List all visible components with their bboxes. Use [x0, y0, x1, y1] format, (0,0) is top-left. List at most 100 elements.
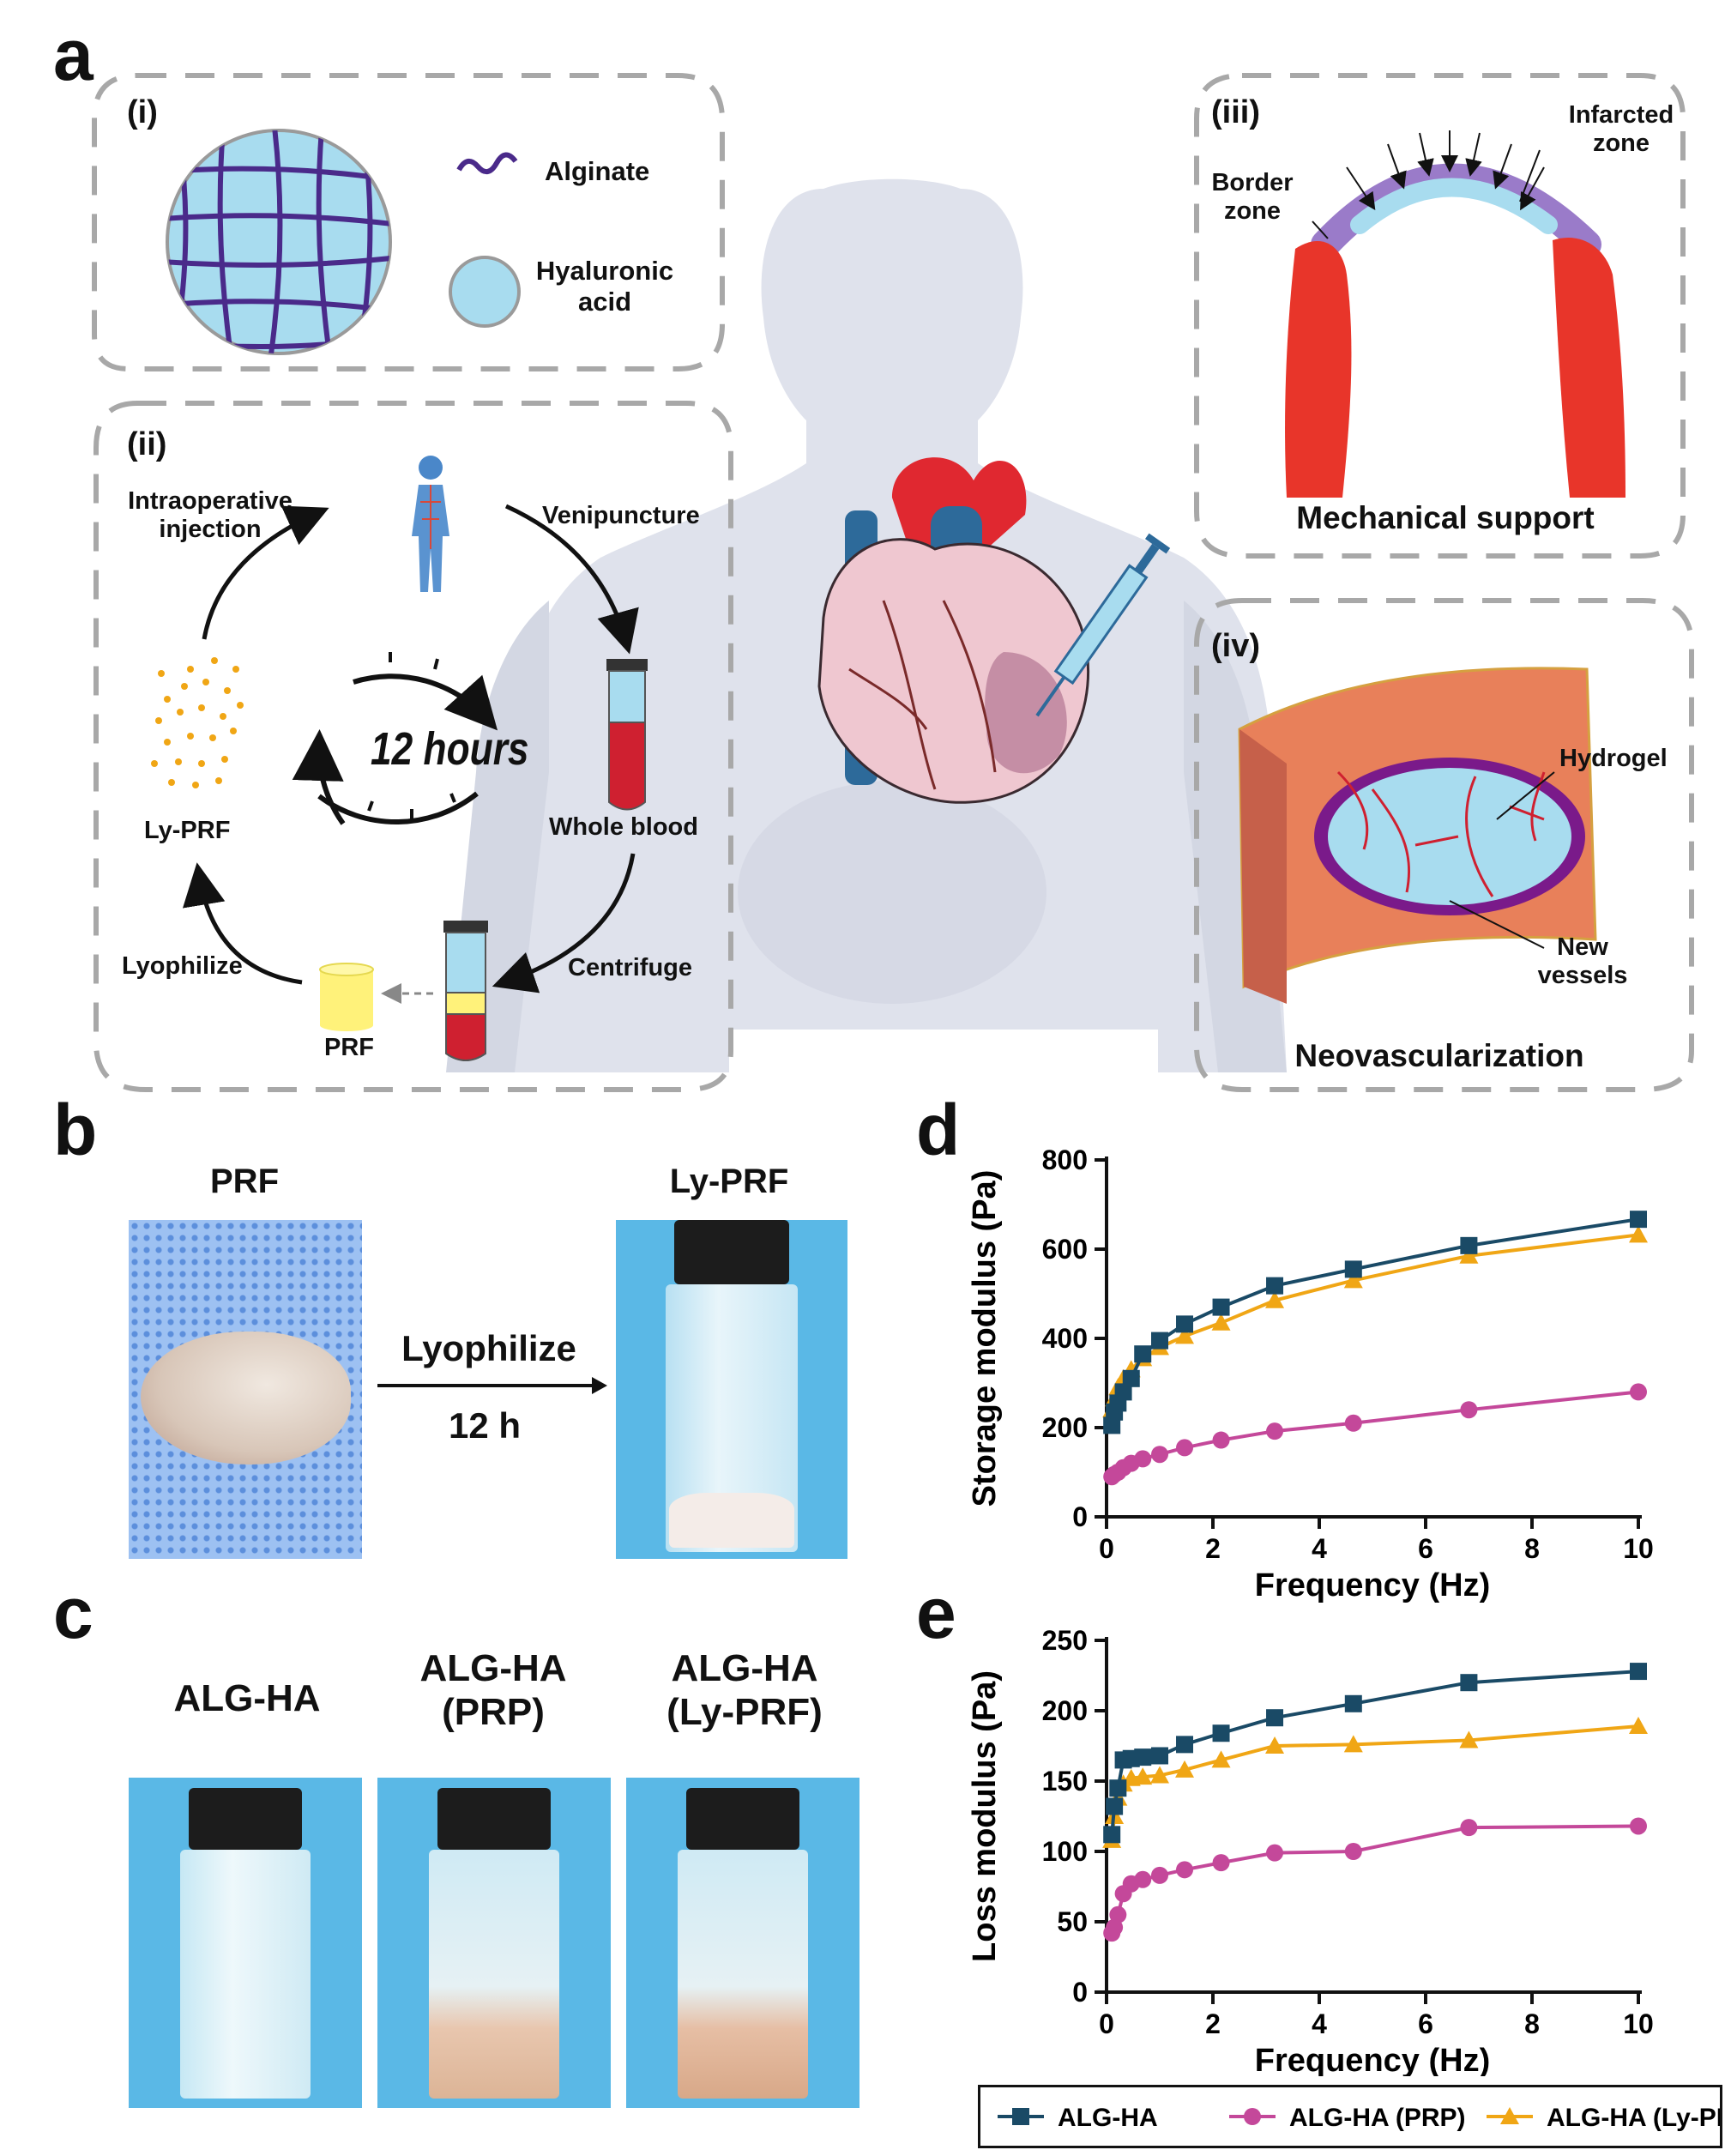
- data-point: [1459, 1730, 1479, 1748]
- vial-body: [678, 1850, 808, 2099]
- x-tick-label: 8: [1524, 1533, 1540, 1564]
- label-border-zone: Border zone: [1211, 169, 1294, 225]
- data-point: [1266, 1844, 1284, 1862]
- x-axis-label: Frequency (Hz): [1255, 2043, 1490, 2076]
- data-point: [1460, 1674, 1478, 1692]
- blue-circle-icon: [449, 256, 521, 328]
- chart-loss-modulus: 0 50 100 150 200 250 0 2 4 6 8 10 Frequency (Hz) Loss…: [969, 1625, 1654, 2076]
- step-ly-prf: Ly-PRF: [144, 817, 231, 844]
- y-axis-label: Storage modulus (Pa): [969, 1170, 1003, 1507]
- vial-body: [180, 1850, 311, 2099]
- tissue-block-illustration: [1238, 667, 1597, 1004]
- data-point: [1460, 1401, 1478, 1419]
- photo-title-alg-ha-prp: ALG-HA (PRP): [419, 1647, 567, 1733]
- data-point: [1265, 1736, 1285, 1754]
- hydrogel-network-circle: [166, 129, 392, 355]
- data-point: [1212, 1724, 1230, 1742]
- schematic-artwork: [92, 73, 1694, 1092]
- photo-prf-clot: [129, 1220, 362, 1559]
- arrow-venipuncture: [504, 504, 639, 655]
- data-point: [1460, 1819, 1478, 1837]
- tag-ii: (ii): [127, 426, 167, 462]
- data-point: [1266, 1422, 1284, 1440]
- legend-label: ALG-HA: [1058, 2104, 1158, 2132]
- x-tick-label: 0: [1099, 2008, 1114, 2039]
- clock-arc-icon: [292, 652, 498, 825]
- vial-cap: [189, 1788, 302, 1850]
- vial-powder: [669, 1493, 794, 1548]
- chart-legend: ALG-HA ALG-HA (PRP) ALG-HA (Ly-PRF): [978, 2085, 1731, 2148]
- prf-clot-shape: [141, 1332, 351, 1465]
- x-tick-label: 0: [1099, 1533, 1114, 1564]
- y-tick-label: 250: [1042, 1625, 1088, 1656]
- photo-ly-prf-vial: [616, 1220, 847, 1559]
- data-point: [1176, 1861, 1194, 1879]
- legend-label: ALG-HA (PRP): [1289, 2104, 1466, 2132]
- panel-label-d: d: [916, 1090, 961, 1170]
- x-tick-label: 2: [1205, 1533, 1221, 1564]
- caption-mechanical-support: Mechanical support: [1296, 500, 1595, 535]
- x-tick-label: 4: [1312, 2008, 1327, 2039]
- data-point: [1212, 1854, 1230, 1872]
- data-point: [1344, 1414, 1362, 1432]
- data-point: [1151, 1332, 1168, 1350]
- data-point: [1459, 1246, 1479, 1264]
- photo-title-alg-ha: ALG-HA: [173, 1677, 321, 1719]
- legend-entry: ALG-HA (PRP): [1229, 2104, 1466, 2132]
- data-point: [1460, 1236, 1478, 1254]
- series-line: [1110, 1824, 1639, 1934]
- data-point: [1109, 1779, 1127, 1797]
- label-new-vessels: New vessels: [1537, 933, 1628, 989]
- data-point: [1109, 1905, 1127, 1923]
- box-iii: [1194, 73, 1686, 559]
- tag-iii: (iii): [1211, 94, 1260, 130]
- legend-entry: ALG-HA (Ly-PRF): [1487, 2104, 1731, 2132]
- data-point: [1629, 1717, 1648, 1735]
- data-point: [1103, 1416, 1121, 1434]
- axes: 0 200 400 600 800 0 2 4 6 8 10 Frequency (Hz) Storag…: [969, 1144, 1654, 1603]
- data-point: [1103, 1826, 1121, 1844]
- step-whole-blood: Whole blood: [549, 813, 698, 841]
- arrow-label-lyophilize: Lyophilize: [401, 1328, 576, 1368]
- photo-vial-alg-ha: [129, 1778, 362, 2108]
- data-point: [1134, 1345, 1152, 1363]
- data-point: [1175, 1760, 1195, 1778]
- data-point: [1176, 1736, 1194, 1754]
- y-tick-label: 50: [1057, 1906, 1088, 1937]
- data-point: [1175, 1326, 1195, 1344]
- y-tick-label: 150: [1042, 1766, 1088, 1797]
- legend-label: ALG-HA (Ly-PRF): [1547, 2104, 1720, 2132]
- panel-label-a: a: [53, 15, 93, 95]
- data-point: [1343, 1735, 1363, 1753]
- data-point: [1106, 1797, 1124, 1815]
- photo-title-alg-ha-ly-prf: ALG-HA (Ly-PRF): [666, 1647, 823, 1733]
- box-ii: [93, 401, 733, 1092]
- data-point: [1212, 1431, 1230, 1449]
- caption-neovascularization: Neovascularization: [1294, 1038, 1584, 1073]
- x-tick-label: 2: [1205, 2008, 1221, 2039]
- data-point: [1134, 1450, 1152, 1468]
- x-tick-label: 4: [1312, 1533, 1327, 1564]
- y-axis-label: Loss modulus (Pa): [969, 1670, 1003, 1962]
- tag-iv: (iv): [1211, 628, 1260, 664]
- chart-storage-modulus: 0 200 400 600 800 0 2 4 6 8 10 Frequency (Hz) Storag…: [969, 1144, 1654, 1603]
- series-line: [1110, 1390, 1639, 1478]
- centrifuged-tube-icon: [443, 921, 488, 1061]
- legend-markers: ALG-HA ALG-HA (PRP) ALG-HA (Ly-PRF): [998, 2104, 1731, 2132]
- data-point: [1134, 1748, 1152, 1766]
- x-axis-label: Frequency (Hz): [1255, 1567, 1490, 1603]
- data-point: [1630, 1383, 1647, 1401]
- photo-title-prf: PRF: [210, 1163, 279, 1200]
- y-tick-label: 400: [1042, 1323, 1088, 1354]
- data-point: [1122, 1369, 1140, 1387]
- syringe-icon: [1035, 533, 1171, 717]
- data-point: [1343, 1271, 1363, 1289]
- y-tick-label: 600: [1042, 1234, 1088, 1265]
- data-point: [1150, 1766, 1169, 1784]
- series-alg-ha-prp: [1103, 1817, 1647, 1942]
- vial-cap: [686, 1788, 799, 1850]
- data-point: [1134, 1870, 1152, 1888]
- data-point: [1211, 1750, 1231, 1768]
- box-i: [92, 73, 725, 371]
- human-figure-icon: [412, 456, 449, 592]
